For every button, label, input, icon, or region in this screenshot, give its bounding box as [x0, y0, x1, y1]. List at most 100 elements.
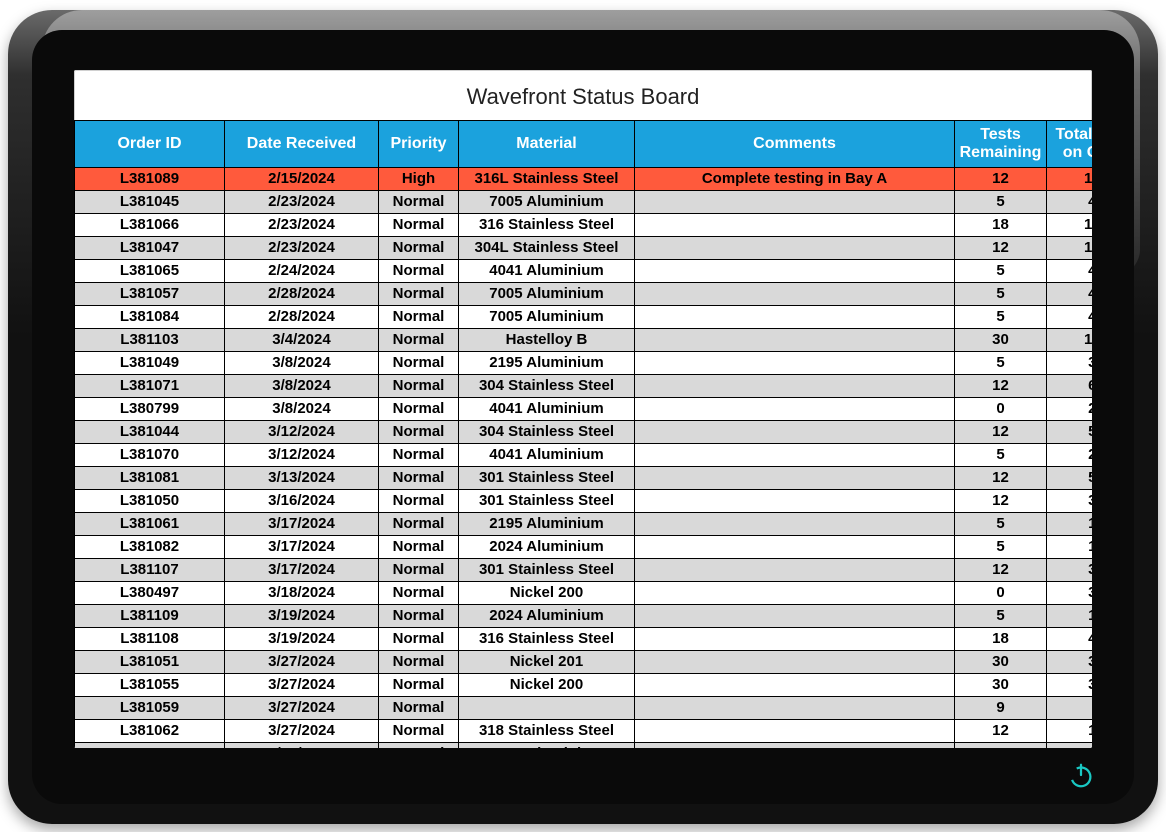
table-cell: L381057 [75, 283, 225, 306]
table-cell: 304L Stainless Steel [459, 237, 635, 260]
table-cell: Hastelloy B [459, 329, 635, 352]
tablet-frame: Wavefront Status Board Order IDDate Rece… [8, 10, 1158, 824]
table-cell: 160 [1047, 214, 1093, 237]
table-row: L3811083/19/2024Normal316 Stainless Stee… [75, 628, 1093, 651]
table-cell: 3/13/2024 [225, 467, 379, 490]
table-cell: Normal [379, 398, 459, 421]
table-cell: 52 [1047, 421, 1093, 444]
table-cell: Normal [379, 352, 459, 375]
stage: Wavefront Status Board Order IDDate Rece… [0, 0, 1166, 832]
table-cell [635, 260, 955, 283]
table-cell: L381103 [75, 329, 225, 352]
table-cell: 12 [1047, 605, 1093, 628]
table-cell: 12 [955, 490, 1047, 513]
table-cell: L381045 [75, 191, 225, 214]
table-cell: 104 [1047, 237, 1093, 260]
table-row: L3810823/17/2024Normal2024 Aluminium518 [75, 536, 1093, 559]
table-cell [635, 191, 955, 214]
table-cell: 2/28/2024 [225, 306, 379, 329]
table-row: L3811093/19/2024Normal2024 Aluminium512 [75, 605, 1093, 628]
table-cell: L381055 [75, 674, 225, 697]
table-cell: Normal [379, 214, 459, 237]
table-cell: 2/23/2024 [225, 191, 379, 214]
table-cell [635, 398, 955, 421]
col-header: Date Received [225, 121, 379, 168]
table-cell: 3/27/2024 [225, 651, 379, 674]
table-cell: Normal [379, 628, 459, 651]
table-cell: 2/15/2024 [225, 168, 379, 191]
table-cell [635, 651, 955, 674]
table-cell [635, 306, 955, 329]
power-button[interactable] [1066, 760, 1096, 790]
table-cell: L381050 [75, 490, 225, 513]
col-header: Order ID [75, 121, 225, 168]
table-cell: L381082 [75, 536, 225, 559]
table-cell: L381108 [75, 628, 225, 651]
table-cell: 12 [955, 720, 1047, 743]
table-cell: 65 [1047, 375, 1093, 398]
table-cell: 3/17/2024 [225, 513, 379, 536]
table-cell: High [379, 168, 459, 191]
table-cell [635, 214, 955, 237]
tablet-bezel: Wavefront Status Board Order IDDate Rece… [32, 30, 1134, 804]
table-row: L3810613/17/2024Normal2195 Aluminium518 [75, 513, 1093, 536]
table-cell: 18 [1047, 513, 1093, 536]
table-cell: 42 [1047, 283, 1093, 306]
table-cell: 31 [1047, 582, 1093, 605]
status-table-body: L3810892/15/2024High316L Stainless Steel… [75, 168, 1093, 749]
table-cell: 5 [955, 260, 1047, 283]
table-cell: L381065 [75, 260, 225, 283]
table-cell [635, 743, 955, 749]
table-cell: L381061 [75, 513, 225, 536]
table-row: L3810813/13/2024Normal301 Stainless Stee… [75, 467, 1093, 490]
table-cell: Normal [379, 421, 459, 444]
table-row: L3811033/4/2024NormalHastelloy B30186 [75, 329, 1093, 352]
table-cell: 301 Stainless Steel [459, 559, 635, 582]
table-cell: L381066 [75, 214, 225, 237]
table-cell [635, 237, 955, 260]
table-cell: 2195 Aluminium [459, 513, 635, 536]
table-cell: 3/27/2024 [225, 674, 379, 697]
table-cell: Normal [379, 513, 459, 536]
table-row: L3810652/24/2024Normal4041 Aluminium548 [75, 260, 1093, 283]
table-row: L3810623/27/2024Normal318 Stainless Stee… [75, 720, 1093, 743]
table-cell: 13 [1047, 720, 1093, 743]
table-cell [459, 697, 635, 720]
table-cell: 3/17/2024 [225, 559, 379, 582]
table-cell: 12 [955, 559, 1047, 582]
table-row: L3810593/27/2024Normal99 [75, 697, 1093, 720]
table-cell: Nickel 200 [459, 674, 635, 697]
table-row: L3810443/12/2024Normal304 Stainless Stee… [75, 421, 1093, 444]
table-row: L3810503/16/2024Normal301 Stainless Stee… [75, 490, 1093, 513]
table-cell [635, 582, 955, 605]
table-cell: Normal [379, 467, 459, 490]
table-cell: 52 [1047, 467, 1093, 490]
table-cell: Normal [379, 283, 459, 306]
table-cell: 39 [1047, 559, 1093, 582]
table-cell: 40 [1047, 628, 1093, 651]
table-cell: 3/16/2024 [225, 490, 379, 513]
table-cell: 5 [955, 191, 1047, 214]
table-cell [635, 674, 955, 697]
table-cell: 316 Stainless Steel [459, 628, 635, 651]
table-cell: 5 [955, 283, 1047, 306]
table-cell: Normal [379, 605, 459, 628]
table-cell [635, 559, 955, 582]
table-cell: Normal [379, 444, 459, 467]
table-cell: 5 [955, 352, 1047, 375]
table-cell: L381109 [75, 605, 225, 628]
table-cell: Normal [379, 260, 459, 283]
table-cell: Normal [379, 651, 459, 674]
table-row: L3810452/23/2024Normal7005 Aluminium548 [75, 191, 1093, 214]
table-cell [635, 375, 955, 398]
table-row: L3810842/28/2024Normal7005 Aluminium542 [75, 306, 1093, 329]
table-row: L3810713/8/2024Normal304 Stainless Steel… [75, 375, 1093, 398]
table-cell: Normal [379, 559, 459, 582]
col-header: TestsRemaining [955, 121, 1047, 168]
power-icon [1066, 760, 1096, 790]
table-cell [635, 352, 955, 375]
table-cell: Nickel 201 [459, 651, 635, 674]
table-cell: L381044 [75, 421, 225, 444]
table-cell: Normal [379, 329, 459, 352]
table-cell: 301 Stainless Steel [459, 467, 635, 490]
